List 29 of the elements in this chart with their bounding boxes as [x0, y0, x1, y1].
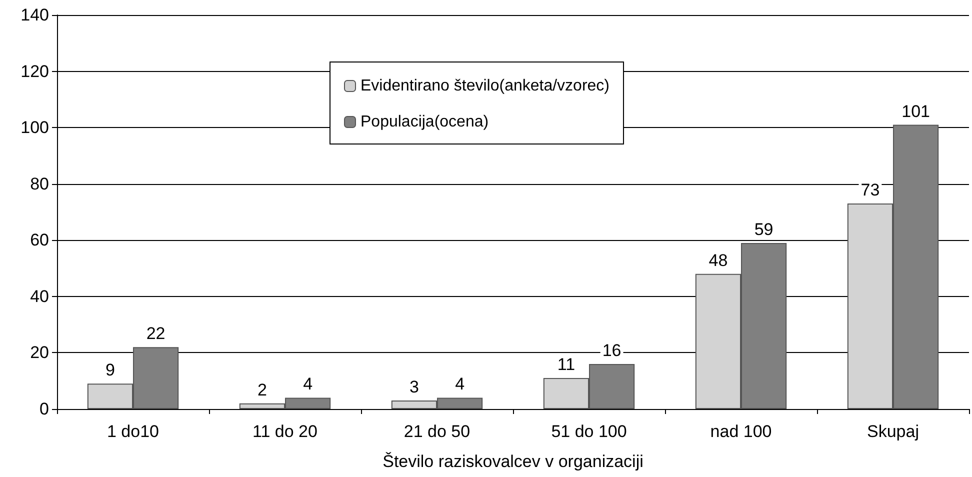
data-label: 11	[557, 355, 576, 374]
data-label: 3	[409, 378, 419, 397]
data-label: 22	[146, 324, 166, 344]
y-tick-label: 140	[20, 6, 49, 24]
legend-label: Evidentirano število(anketa/vzorec)	[360, 78, 610, 94]
x-tick-label: Skupaj	[867, 422, 919, 441]
x-tick-label: nad 100	[710, 422, 772, 441]
data-label: 48	[708, 250, 728, 270]
data-label: 73	[860, 180, 880, 200]
x-tick-label: 51 do 100	[551, 422, 627, 441]
x-tick-label: 21 do 50	[404, 422, 470, 441]
y-tick-label: 60	[30, 230, 49, 250]
data-label: 59	[754, 220, 774, 239]
x-tick-label: 11 do 20	[252, 422, 318, 441]
y-tick-label: 100	[20, 118, 49, 138]
y-tick-label: 0	[40, 400, 49, 418]
data-label: 9	[105, 360, 115, 380]
data-label: 4	[303, 374, 313, 394]
x-tick-label: 1 do10	[107, 422, 159, 441]
data-label: 101	[902, 102, 930, 121]
y-tick-label: 120	[20, 62, 49, 81]
data-label: 2	[257, 380, 267, 400]
y-tick-label: 20	[30, 343, 49, 362]
x-axis-title: Število raziskovalcev v organizaciji	[382, 452, 644, 471]
y-tick-label: 40	[30, 286, 49, 306]
y-tick-label: 80	[30, 174, 49, 194]
legend-label: Populacija(ocena)	[360, 114, 489, 130]
data-label: 16	[602, 340, 622, 360]
data-label: 4	[455, 374, 465, 394]
